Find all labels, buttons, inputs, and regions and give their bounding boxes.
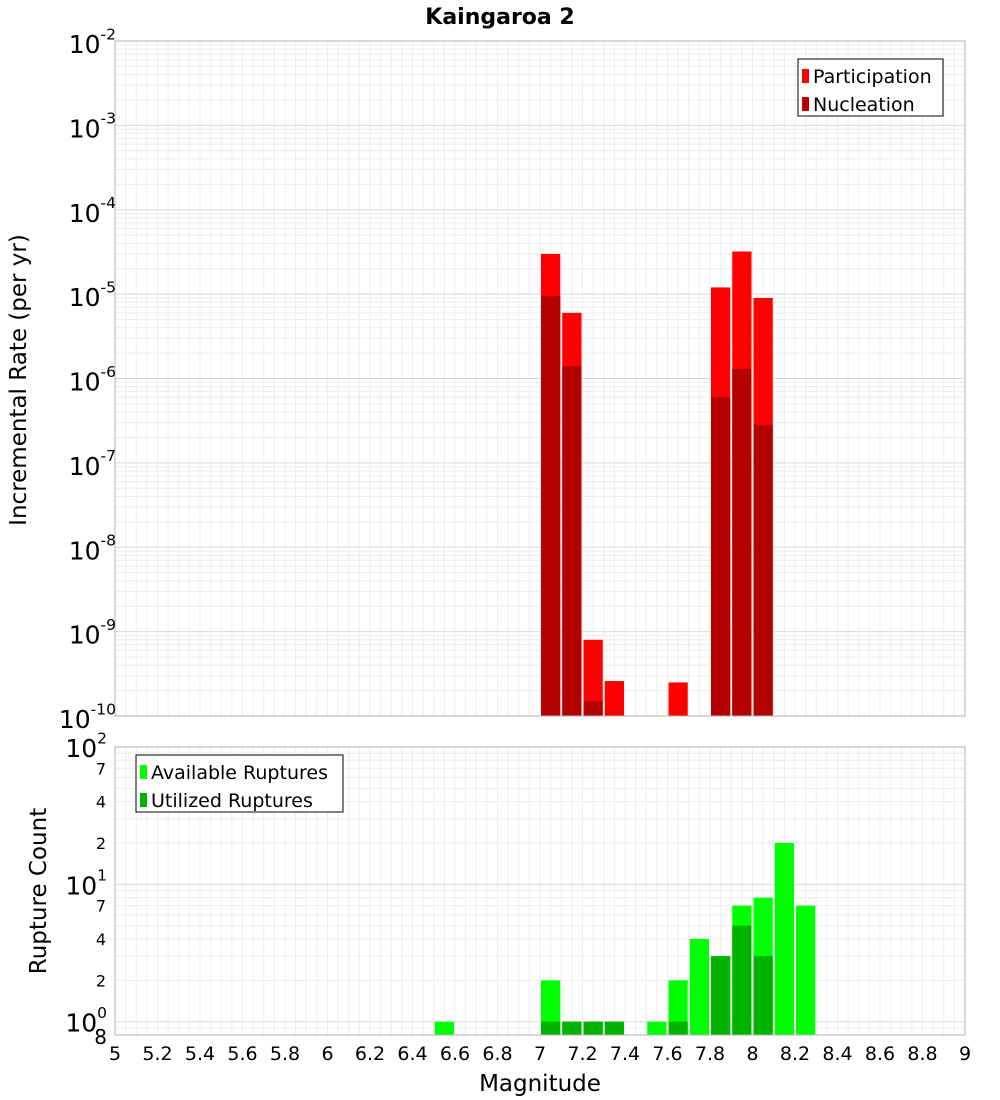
y-tick-label: 2 (96, 971, 106, 990)
x-tick-label: 7 (534, 1043, 546, 1065)
y-tick-label: 4 (96, 793, 106, 812)
x-axis-label: Magnitude (479, 1071, 601, 1097)
legend-label: Available Ruptures (151, 762, 328, 784)
y-tick-label: 10-5 (69, 278, 116, 312)
x-tick-label: 8.8 (907, 1043, 937, 1065)
rate-y-axis-label: Incremental Rate (per yr) (6, 234, 32, 526)
legend-swatch (140, 765, 147, 779)
y-tick-label: 10-4 (69, 194, 116, 228)
bar (668, 980, 688, 1035)
rate-y-tick-labels: 10-2 10-3 10-4 10-5 10-6 10-7 10-8 10-9 10-10 (59, 25, 116, 734)
count-plot-border (114, 746, 966, 1036)
legend-swatch (140, 793, 147, 807)
legend-label: Nucleation (813, 94, 915, 116)
bar (711, 956, 731, 1035)
y-tick-label: 2 (96, 834, 106, 853)
bar (562, 1021, 582, 1035)
x-tick-label: 7.4 (610, 1043, 640, 1065)
rate-panel: 10-2 10-3 10-4 10-5 10-6 10-7 10-8 10-9 10-10 In… (6, 25, 966, 734)
x-tick-label: 5.8 (270, 1043, 300, 1065)
x-tick-label: 6.2 (355, 1043, 385, 1065)
bar (583, 701, 603, 716)
y-tick-label: 101 (65, 867, 107, 901)
x-tick-label: 8.6 (865, 1043, 895, 1065)
count-grid (114, 746, 966, 1036)
x-tick-label: 5.6 (227, 1043, 257, 1065)
legend-swatch (802, 69, 809, 83)
bar (668, 1021, 688, 1035)
bar (583, 1021, 603, 1035)
bar (647, 1021, 667, 1035)
count-legend-box (135, 754, 344, 813)
bar (711, 397, 731, 716)
y-tick-label: 7 (96, 897, 106, 916)
count-bars (434, 843, 816, 1035)
rate-bars (541, 251, 773, 716)
legend-label: Utilized Ruptures (151, 790, 313, 812)
x-tick-label: 6.8 (482, 1043, 512, 1065)
y-tick-label: 102 (65, 729, 107, 763)
y-tick-label: 10-10 (59, 700, 116, 734)
bar (583, 639, 603, 716)
y-tick-label: 10-9 (69, 616, 116, 650)
x-tick-label: 7.8 (695, 1043, 725, 1065)
x-tick-label: 8 (746, 1043, 758, 1065)
y-tick-label: 8 (94, 1025, 107, 1049)
bar (732, 925, 752, 1035)
x-tick-label: 8.4 (822, 1043, 852, 1065)
bar (796, 905, 816, 1035)
bar (689, 939, 709, 1035)
rate-plot-border (114, 40, 966, 717)
bar (541, 980, 561, 1035)
x-tick-label: 5.2 (142, 1043, 172, 1065)
y-tick-label: 100 (65, 1004, 107, 1038)
legend-swatch (802, 97, 809, 111)
count-y-tick-labels: 102 101 100 7 4 2 7 4 2 8 (65, 729, 107, 1049)
bar (774, 843, 794, 1035)
y-tick-label: 10-6 (69, 363, 116, 397)
count-panel: 102 101 100 7 4 2 7 4 2 8 5 5.2 5.4 5.6 5.8 6 6.2 6.4 6.6… (26, 729, 971, 1097)
count-y-axis-label: Rupture Count (26, 808, 52, 974)
bar (604, 680, 624, 716)
x-tick-label: 8.2 (780, 1043, 810, 1065)
rate-legend: Participation Nucleation (797, 58, 944, 117)
x-tick-label: 5 (109, 1043, 121, 1065)
rate-grid (114, 40, 966, 717)
bar (753, 956, 773, 1035)
y-tick-label: 10-7 (69, 447, 116, 481)
count-legend: Available Ruptures Utilized Ruptures (135, 754, 344, 813)
x-tick-label: 5.4 (185, 1043, 215, 1065)
y-tick-label: 10-8 (69, 532, 116, 566)
x-tick-label: 7.2 (567, 1043, 597, 1065)
y-tick-label: 7 (96, 759, 106, 778)
x-tick-label: 6.6 (440, 1043, 470, 1065)
y-tick-label: 10-3 (69, 110, 116, 144)
legend-label: Participation (813, 66, 932, 88)
chart-title: Kaingaroa 2 (425, 5, 574, 30)
bar (541, 1021, 561, 1035)
x-tick-label: 6.4 (397, 1043, 427, 1065)
bar (434, 1021, 454, 1035)
bar (604, 1021, 624, 1035)
x-tick-labels: 5 5.2 5.4 5.6 5.8 6 6.2 6.4 6.6 6.8 7 7.2 7.4 7.6 7.8 8… (109, 1043, 971, 1065)
rate-legend-box (797, 58, 944, 117)
x-tick-label: 7.6 (652, 1043, 682, 1065)
bar (562, 366, 582, 716)
bar (732, 368, 752, 716)
y-tick-label: 4 (96, 930, 106, 949)
bar (753, 425, 773, 716)
bar (541, 296, 561, 716)
x-tick-label: 6 (321, 1043, 333, 1065)
y-tick-label: 10-2 (69, 25, 116, 59)
bar (668, 682, 688, 716)
x-tick-label: 9 (959, 1043, 971, 1065)
